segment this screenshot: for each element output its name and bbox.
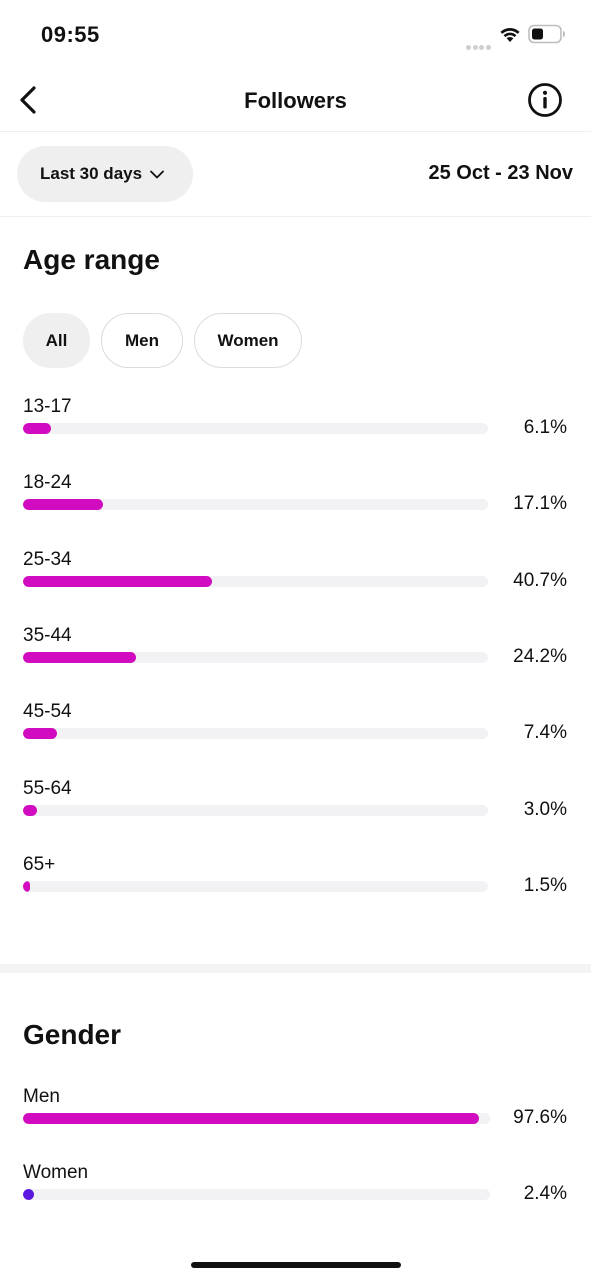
back-arrow-icon[interactable]: [14, 82, 44, 118]
section-divider: [0, 964, 591, 973]
bar-track: [23, 499, 488, 511]
bar-track: [23, 880, 488, 892]
bar-row: Men 97.6%: [0, 1086, 591, 1146]
bar-row: 55-64 3.0%: [0, 778, 591, 838]
bar-label: 25-34: [23, 548, 72, 570]
home-indicator: [191, 1262, 401, 1268]
bar-row: 45-54 7.4%: [0, 701, 591, 761]
bar-track: [23, 575, 488, 587]
tab-women[interactable]: Women: [194, 313, 302, 368]
bar-percent: 97.6%: [513, 1107, 567, 1128]
date-range-text: 25 Oct - 23 Nov: [428, 162, 573, 184]
bar-fill: [23, 728, 58, 740]
chevron-down-icon: [150, 170, 164, 178]
bar-percent: 1.5%: [523, 874, 567, 896]
tab-men[interactable]: Men: [101, 313, 183, 368]
status-time: 09:55: [41, 22, 100, 47]
bar-percent: 3.0%: [523, 798, 567, 820]
bar-fill: [23, 1113, 479, 1124]
bar-row: 18-24 17.1%: [0, 472, 591, 532]
bar-percent: 17.1%: [513, 493, 567, 515]
bar-track: [23, 651, 488, 663]
bar-row: 25-34 40.7%: [0, 549, 591, 609]
bar-track: [23, 1113, 490, 1124]
bar-fill: [23, 880, 30, 892]
wifi-icon: [500, 28, 520, 42]
gender-title: Gender: [23, 1019, 122, 1050]
nav-bar: Followers: [0, 70, 591, 132]
bar-percent: 24.2%: [513, 645, 567, 667]
bar-percent: 7.4%: [523, 722, 567, 744]
bar-row: 65+ 1.5%: [0, 854, 591, 914]
signal-icon: [466, 37, 492, 50]
date-range-dropdown-label: Last 30 days: [40, 164, 143, 183]
bar-row: Women 2.4%: [0, 1162, 591, 1222]
bar-percent: 6.1%: [523, 417, 567, 438]
age-range-title: Age range: [23, 244, 160, 275]
bar-label: 18-24: [23, 472, 72, 494]
bar-fill: [23, 575, 213, 587]
bar-label: 13-17: [23, 396, 72, 417]
bar-fill: [23, 804, 37, 816]
info-icon[interactable]: [527, 82, 563, 118]
bar-track: [23, 1189, 490, 1200]
tab-men-label: Men: [125, 330, 159, 350]
date-range-dropdown[interactable]: Last 30 days: [17, 146, 193, 202]
battery-icon: [528, 24, 565, 44]
tab-women-label: Women: [217, 330, 279, 350]
bar-label: Women: [23, 1162, 89, 1183]
bar-label: 55-64: [23, 777, 72, 799]
bar-fill: [23, 499, 103, 511]
bar-track: [23, 728, 488, 740]
bar-label: Men: [23, 1086, 60, 1107]
bar-label: 65+: [23, 853, 56, 875]
filter-row: Last 30 days 25 Oct - 23 Nov: [0, 132, 591, 217]
bar-fill: [23, 423, 52, 434]
page-title: Followers: [244, 88, 347, 113]
tab-all[interactable]: All: [23, 313, 90, 368]
status-bar: 09:55: [0, 0, 591, 70]
tab-all-label: All: [45, 330, 68, 350]
bar-fill: [23, 1189, 35, 1200]
bar-track: [23, 423, 488, 434]
bar-row: 13-17 6.1%: [0, 396, 591, 456]
bar-percent: 2.4%: [523, 1183, 567, 1204]
bar-percent: 40.7%: [513, 569, 567, 591]
bar-label: 45-54: [23, 701, 72, 723]
bar-track: [23, 804, 488, 816]
bar-fill: [23, 651, 136, 663]
bar-label: 35-44: [23, 624, 72, 646]
bar-row: 35-44 24.2%: [0, 625, 591, 685]
